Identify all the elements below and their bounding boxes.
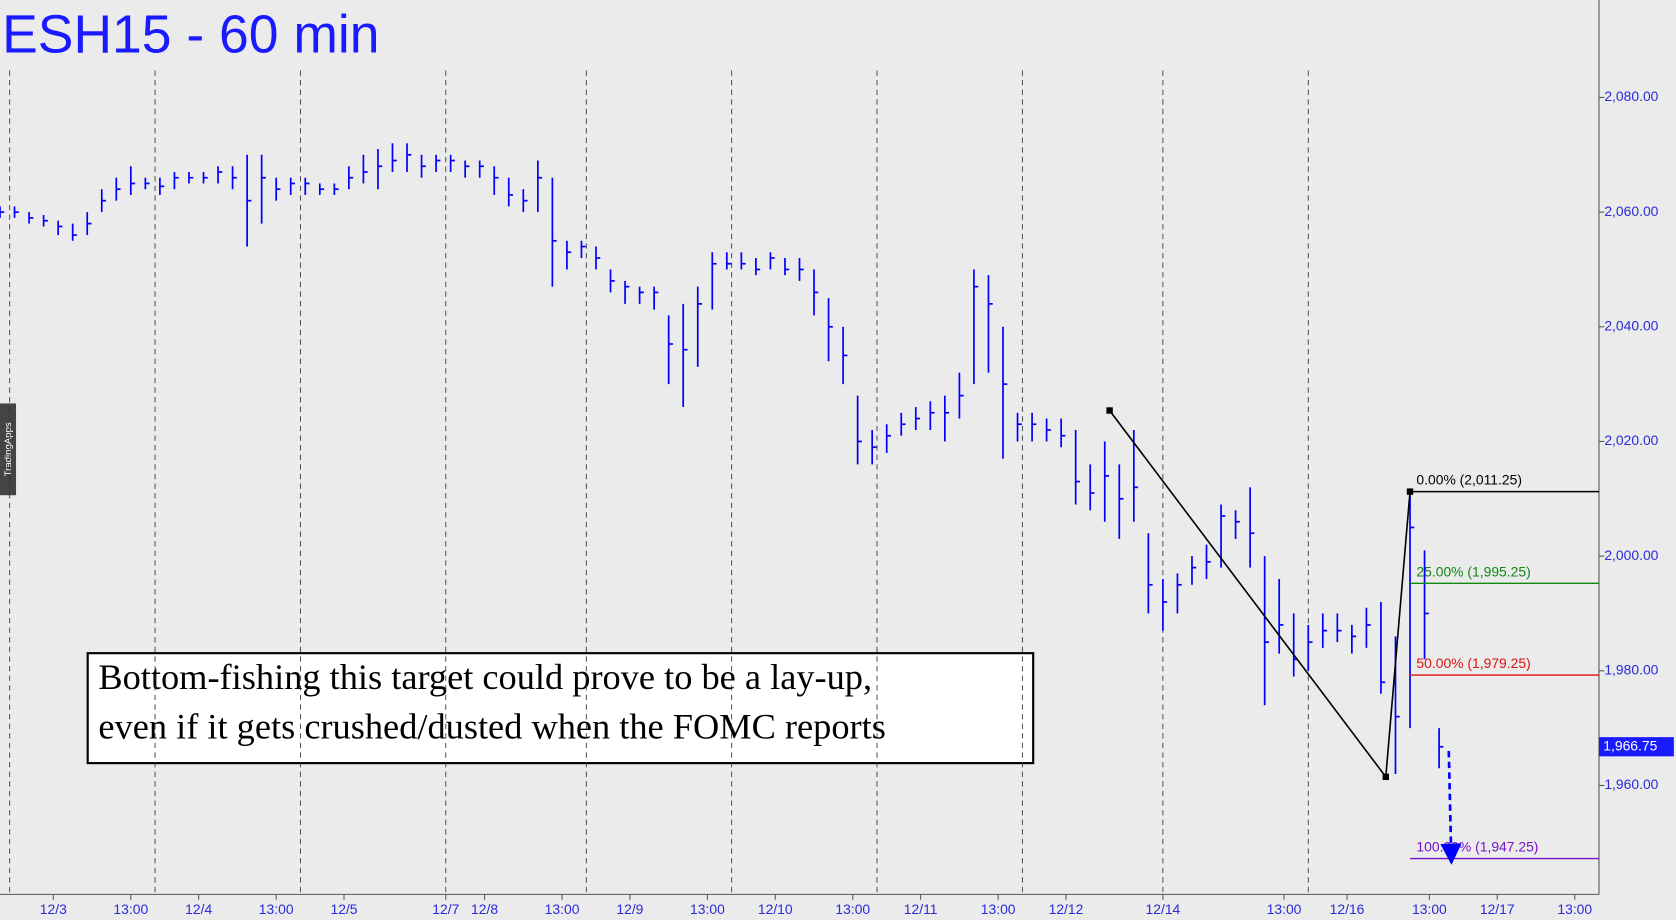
x-tick-label: 12/17 — [1480, 901, 1515, 917]
x-tick-label: 13:00 — [1267, 901, 1302, 917]
fib-label: 50.00% (1,979.25) — [1416, 655, 1530, 671]
x-tick-label: 12/3 — [40, 901, 67, 917]
x-tick-label: 13:00 — [1412, 901, 1447, 917]
watermark-box — [0, 403, 17, 496]
x-tick-label: 12/10 — [758, 901, 793, 917]
y-tick-label: 2,060.00 — [1604, 203, 1658, 219]
annotation-line: even if it gets crushed/dusted when the … — [98, 706, 885, 746]
x-tick-label: 12/16 — [1330, 901, 1365, 917]
x-tick-label: 12/11 — [904, 901, 938, 917]
pattern-point — [1382, 773, 1390, 781]
x-tick-label: 13:00 — [835, 901, 870, 917]
last-price-label: 1,966.75 — [1603, 737, 1657, 753]
x-tick-label: 12/9 — [616, 901, 643, 917]
x-tick-label: 13:00 — [259, 901, 294, 917]
x-tick-label: 12/8 — [471, 901, 498, 917]
y-tick-label: 1,980.00 — [1604, 661, 1658, 677]
x-tick-label: 13:00 — [113, 901, 148, 917]
annotation-line: Bottom-fishing this target could prove t… — [98, 657, 872, 697]
y-tick-label: 2,000.00 — [1604, 547, 1658, 563]
x-tick-label: 12/14 — [1146, 901, 1181, 917]
fib-label: 100.00% (1,947.25) — [1416, 839, 1538, 855]
y-tick-label: 2,020.00 — [1604, 432, 1658, 448]
x-tick-label: 13:00 — [1557, 901, 1592, 917]
fib-label: 25.00% (1,995.25) — [1416, 563, 1530, 579]
x-tick-label: 12/4 — [185, 901, 212, 917]
watermark: TradingApps — [3, 422, 14, 476]
x-tick-label: 12/5 — [331, 901, 358, 917]
y-tick-label: 2,040.00 — [1604, 317, 1658, 333]
x-tick-label: 13:00 — [545, 901, 580, 917]
projection-arrow — [1440, 751, 1462, 865]
x-tick-label: 13:00 — [981, 901, 1016, 917]
x-tick-label: 12/12 — [1049, 901, 1084, 917]
annotation-box — [86, 652, 1035, 765]
last-price-box — [1598, 737, 1674, 757]
y-tick-label: 1,960.00 — [1604, 776, 1658, 792]
fib-label: 0.00% (2,011.25) — [1416, 472, 1522, 488]
chart-title: ESH15 - 60 min — [2, 6, 379, 65]
x-tick-label: 13:00 — [690, 901, 725, 917]
pattern-point — [1106, 407, 1113, 414]
x-tick-label: 12/7 — [432, 901, 459, 917]
y-tick-label: 2,080.00 — [1604, 88, 1658, 104]
